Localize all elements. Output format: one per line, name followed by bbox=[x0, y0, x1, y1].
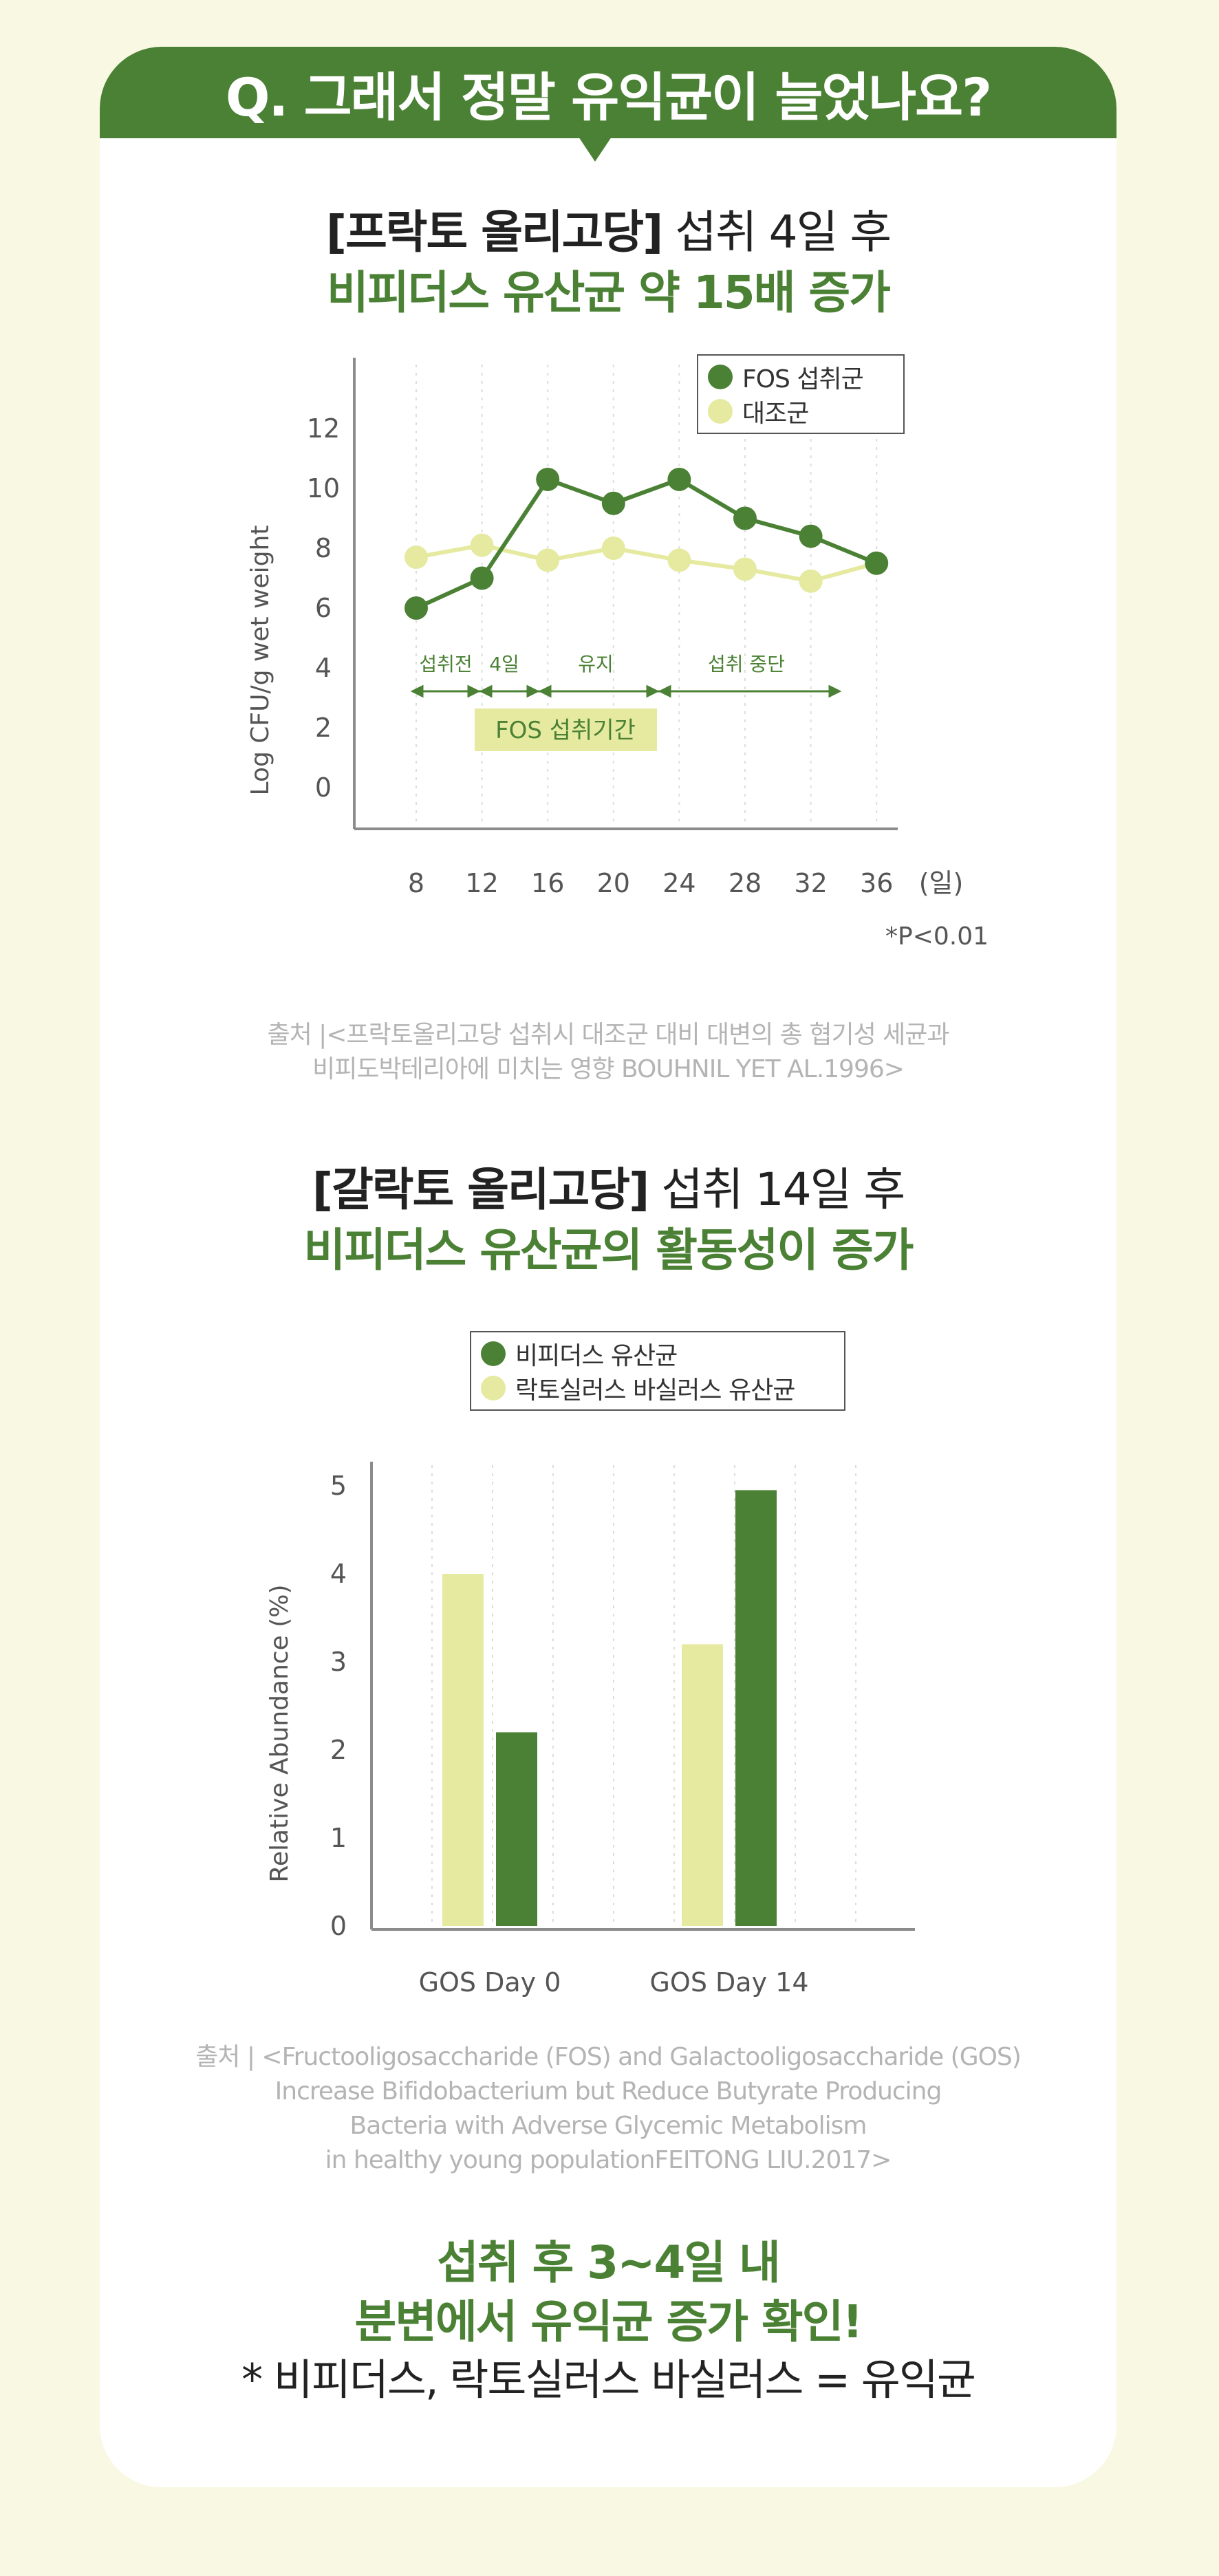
series-point-0 bbox=[799, 524, 823, 548]
x-unit-label: (일) bbox=[919, 868, 964, 898]
section1-heading-bold: [프락토 올리고당] bbox=[325, 206, 663, 259]
line-chart-xtick: 16 bbox=[531, 868, 564, 898]
section2-source: 출처 | <Fructooligosaccharide (FOS) and Ga… bbox=[100, 2040, 1116, 2178]
line-chart-xtick: 12 bbox=[465, 868, 498, 898]
line-chart-ytick: 4 bbox=[315, 653, 332, 683]
series-point-0 bbox=[667, 467, 691, 491]
section1-heading-green: 비피더스 유산균 약 15배 증가 bbox=[327, 266, 891, 319]
legend-dot-lacto bbox=[481, 1376, 506, 1400]
phase-label-stop: 섭취 중단 bbox=[708, 653, 785, 675]
section2-source-line1: 출처 | <Fructooligosaccharide (FOS) and Ga… bbox=[195, 2043, 1022, 2071]
line-chart-xtick: 32 bbox=[794, 868, 827, 898]
line-chart-ytick: 6 bbox=[315, 593, 332, 623]
conclusion-line3: * 비피더스, 락토실러스 바실러스 = 유익균 bbox=[241, 2355, 976, 2405]
bar-chart-ytick: 3 bbox=[330, 1647, 347, 1677]
phase-label-maintain: 유지 bbox=[578, 653, 614, 675]
bar-chart-ylabel: Relative Abundance (%) bbox=[266, 1584, 294, 1882]
line-chart-xtick: 20 bbox=[597, 868, 630, 898]
bar-chart: Relative Abundance (%) 0 1 2 3 4 5 GOS Day 0 G… bbox=[266, 1462, 915, 1998]
bar-chart-ytick: 1 bbox=[330, 1823, 347, 1853]
bar-chart-xtick: GOS Day 14 bbox=[649, 1967, 808, 1998]
bar-chart-ytick: 5 bbox=[330, 1471, 347, 1501]
bar-0-1 bbox=[496, 1732, 537, 1926]
phase-label-before: 섭취전 bbox=[419, 653, 472, 675]
series-point-1 bbox=[733, 557, 757, 581]
bar-chart-ytick: 2 bbox=[330, 1735, 347, 1765]
section1-source-line1: 출처 |<프락토올리고당 섭취시 대조군 대비 대변의 총 협기성 세균과 bbox=[267, 1021, 949, 1049]
bar-chart-ytick: 0 bbox=[330, 1911, 347, 1941]
legend-item-control: 대조군 bbox=[708, 394, 894, 429]
line-chart-xtick: 28 bbox=[729, 868, 762, 898]
series-point-1 bbox=[667, 548, 691, 572]
conclusion-line2: 분변에서 유익균 증가 확인! bbox=[354, 2295, 863, 2348]
legend-label-lacto: 락토실러스 바실러스 유산균 bbox=[515, 1376, 795, 1405]
series-point-0 bbox=[733, 506, 757, 530]
legend-label-control: 대조군 bbox=[742, 400, 809, 428]
section1-heading-light: 섭취 4일 후 bbox=[662, 206, 892, 259]
banner-pointer bbox=[579, 137, 612, 162]
series-point-1 bbox=[601, 537, 625, 560]
line-chart-xtick: 8 bbox=[408, 868, 424, 898]
section1-subheading: 비피더스 유산균 약 15배 증가 bbox=[100, 266, 1116, 321]
section2-heading-green: 비피더스 유산균의 활동성이 증가 bbox=[303, 1224, 914, 1277]
bar-1-1 bbox=[735, 1490, 777, 1926]
series-point-1 bbox=[470, 533, 494, 557]
fos-period-label: FOS 섭취기간 bbox=[495, 717, 636, 744]
line-chart-ylabel: Log CFU/g wet weight bbox=[246, 526, 274, 796]
series-point-1 bbox=[799, 569, 823, 593]
line-chart-ytick: 10 bbox=[307, 473, 340, 504]
line-chart-legend: FOS 섭취군 대조군 bbox=[697, 354, 905, 434]
section1-source-line2: 비피도박테리아에 미치는 영향 BOUHNIL YET AL.1996> bbox=[312, 1055, 905, 1083]
section1-source: 출처 |<프락토올리고당 섭취시 대조군 대비 대변의 총 협기성 세균과 비피… bbox=[100, 1018, 1116, 1087]
series-point-1 bbox=[536, 548, 560, 572]
section2-heading: [갈락토 올리고당] 섭취 14일 후 bbox=[100, 1162, 1116, 1217]
legend-label-bifidus: 비피더스 유산균 bbox=[515, 1342, 678, 1370]
series-point-0 bbox=[470, 566, 494, 590]
section2-source-line4: in healthy young populationFEITONG LIU.2… bbox=[325, 2146, 892, 2174]
section1-heading: [프락토 올리고당] 섭취 4일 후 bbox=[100, 205, 1116, 260]
question-banner: Q. 그래서 정말 유익균이 늘었나요? bbox=[100, 47, 1116, 138]
series-point-0 bbox=[601, 491, 625, 515]
series-point-0 bbox=[536, 467, 560, 491]
section2-source-line2: Increase Bifidobacterium but Reduce Buty… bbox=[274, 2077, 942, 2106]
bar-chart-xtick: GOS Day 0 bbox=[419, 1967, 561, 1998]
section2-source-line3: Bacteria with Adverse Glycemic Metabolis… bbox=[349, 2112, 867, 2140]
legend-dot-bifidus bbox=[481, 1341, 506, 1366]
phase-arrows bbox=[410, 684, 842, 698]
legend-item-bifidus: 비피더스 유산균 bbox=[481, 1336, 834, 1371]
legend-item-fos: FOS 섭취군 bbox=[708, 360, 894, 394]
line-chart-xtick: 36 bbox=[860, 868, 893, 898]
question-title: Q. 그래서 정말 유익균이 늘었나요? bbox=[225, 66, 992, 128]
section2-subheading: 비피더스 유산균의 활동성이 증가 bbox=[100, 1223, 1116, 1278]
line-chart-ytick: 12 bbox=[307, 413, 340, 444]
section2-heading-bold: [갈락토 올리고당] bbox=[312, 1163, 649, 1216]
series-point-0 bbox=[404, 596, 428, 620]
bar-1-0 bbox=[682, 1644, 723, 1926]
line-chart-ytick: 0 bbox=[315, 772, 332, 803]
bar-0-0 bbox=[442, 1574, 484, 1926]
bar-chart-legend: 비피더스 유산균 락토실러스 바실러스 유산균 bbox=[470, 1331, 845, 1411]
series-point-1 bbox=[404, 545, 428, 570]
p-value-note: *P<0.01 bbox=[885, 922, 989, 951]
section2-heading-light: 섭취 14일 후 bbox=[648, 1163, 905, 1216]
line-chart-ytick: 2 bbox=[315, 713, 332, 743]
phase-label-4day: 4일 bbox=[489, 653, 519, 675]
content-card bbox=[100, 47, 1116, 2487]
legend-dot-fos bbox=[708, 365, 733, 389]
series-point-0 bbox=[865, 551, 889, 575]
bar-chart-ytick: 4 bbox=[330, 1559, 347, 1589]
line-chart-xtick: 24 bbox=[662, 868, 695, 898]
legend-item-lacto: 락토실러스 바실러스 유산균 bbox=[481, 1371, 834, 1405]
legend-dot-control bbox=[708, 399, 733, 424]
fos-period-box bbox=[475, 708, 657, 751]
line-chart-ytick: 8 bbox=[315, 533, 332, 563]
conclusion-line1: 섭취 후 3~4일 내 bbox=[437, 2236, 781, 2289]
legend-label-fos: FOS 섭취군 bbox=[742, 365, 864, 393]
